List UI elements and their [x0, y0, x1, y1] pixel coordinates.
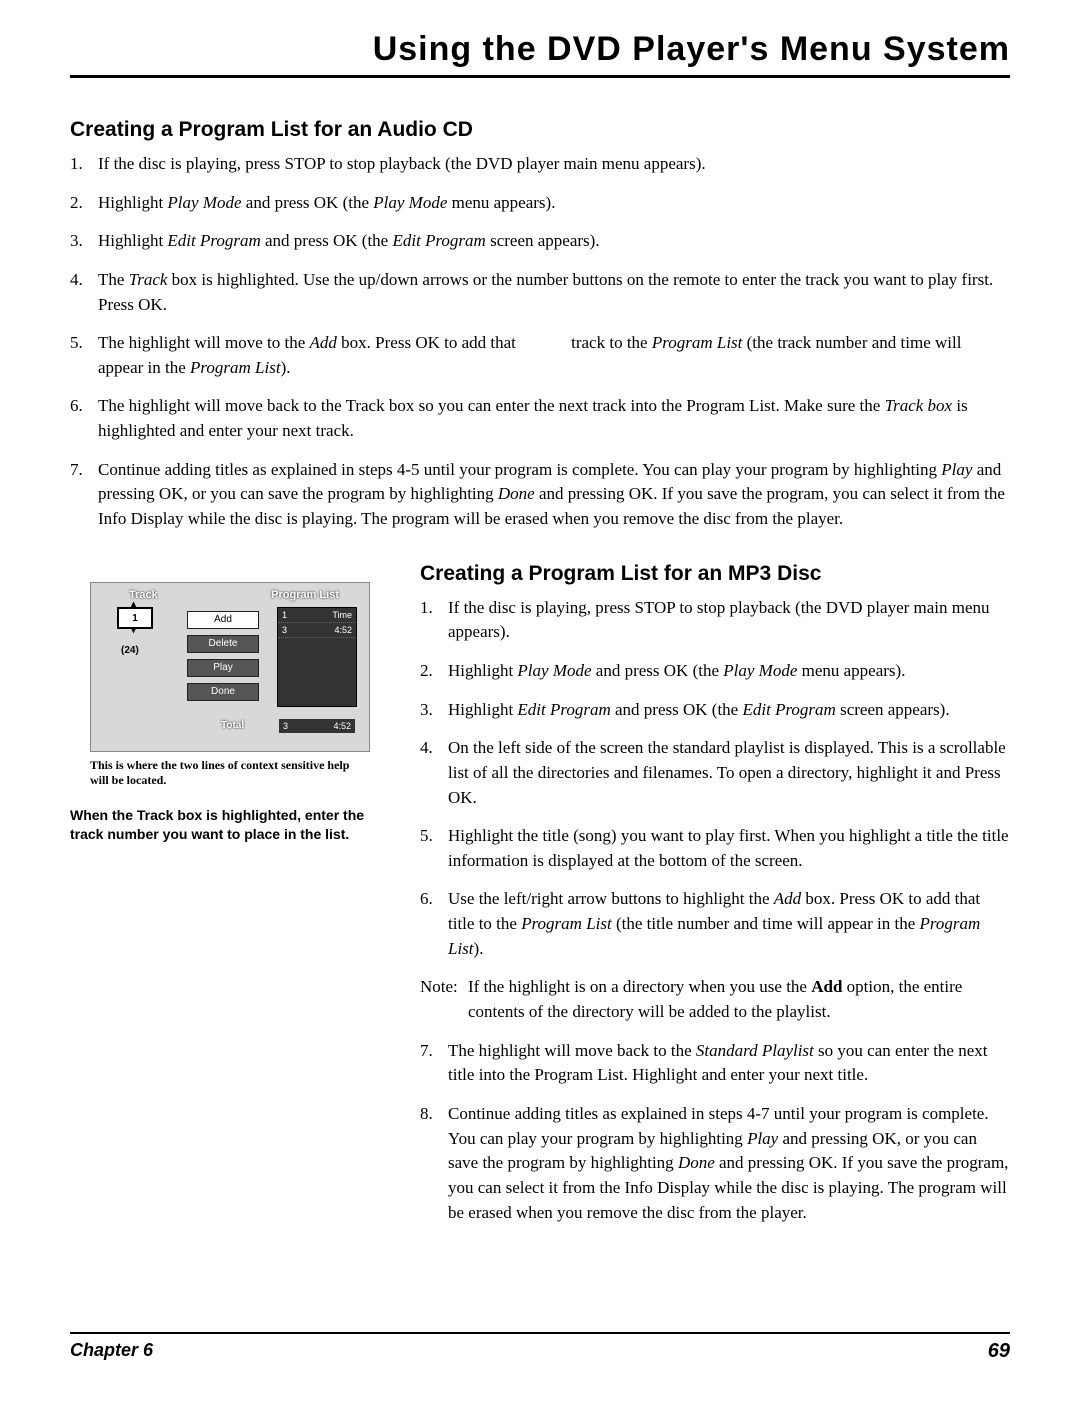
ui-track-box: 1	[117, 607, 153, 629]
list-item: 2.Highlight Play Mode and press OK (the …	[420, 659, 1010, 684]
list-item: 7.Continue adding titles as explained in…	[70, 458, 1010, 532]
list-item: 6.The highlight will move back to the Tr…	[70, 394, 1010, 443]
page-title: Using the DVD Player's Menu System	[70, 30, 1010, 78]
item-text: Highlight Play Mode and press OK (the Pl…	[448, 659, 1010, 684]
ui-total-values: 3 4:52	[279, 719, 355, 733]
list-item: 3.Highlight Edit Program and press OK (t…	[70, 229, 1010, 254]
section1-heading: Creating a Program List for an Audio CD	[70, 118, 1010, 142]
list-item: 3.Highlight Edit Program and press OK (t…	[420, 698, 1010, 723]
item-text: Highlight Play Mode and press OK (the Pl…	[98, 191, 1010, 216]
figure-ui-panel: Track Program List 1 (24) Add Delete Pla…	[90, 582, 370, 752]
item-text: Use the left/right arrow buttons to high…	[448, 887, 1010, 961]
figure-caption: When the Track box is highlighted, enter…	[70, 806, 370, 844]
ui-delete-button: Delete	[187, 635, 259, 653]
footer-chapter: Chapter 6	[70, 1340, 153, 1363]
item-text: If the disc is playing, press STOP to st…	[98, 152, 1010, 177]
proglist-row: 34:52	[278, 623, 356, 638]
item-number: 2.	[420, 659, 448, 684]
item-number: 2.	[70, 191, 98, 216]
item-text: Highlight Edit Program and press OK (the…	[448, 698, 1010, 723]
item-number: 8.	[420, 1102, 448, 1225]
item-text: The highlight will move back to the Stan…	[448, 1039, 1010, 1088]
ui-add-button: Add	[187, 611, 259, 629]
item-number: 1.	[70, 152, 98, 177]
item-number: 6.	[70, 394, 98, 443]
item-number: 1.	[420, 596, 448, 645]
list-item: 7.The highlight will move back to the St…	[420, 1039, 1010, 1088]
ui-total-n: 3	[283, 721, 288, 731]
item-number: 3.	[70, 229, 98, 254]
note-label: Note:	[420, 975, 468, 1024]
section2-list-b: 7.The highlight will move back to the St…	[420, 1039, 1010, 1225]
list-item: 1.If the disc is playing, press STOP to …	[70, 152, 1010, 177]
list-item: 5.The highlight will move to the Add box…	[70, 331, 1010, 380]
ui-done-button: Done	[187, 683, 259, 701]
item-number: 5.	[420, 824, 448, 873]
ui-play-button: Play	[187, 659, 259, 677]
item-text: On the left side of the screen the stand…	[448, 736, 1010, 810]
item-number: 7.	[420, 1039, 448, 1088]
ui-program-list: 1Time34:52	[277, 607, 357, 707]
list-item: 1.If the disc is playing, press STOP to …	[420, 596, 1010, 645]
section2-heading: Creating a Program List for an MP3 Disc	[420, 562, 1010, 586]
figure-help-text: This is where the two lines of context s…	[90, 758, 370, 788]
item-text: The highlight will move to the Add box. …	[98, 331, 1010, 380]
item-text: Highlight Edit Program and press OK (the…	[98, 229, 1010, 254]
item-text: Highlight the title (song) you want to p…	[448, 824, 1010, 873]
item-number: 3.	[420, 698, 448, 723]
item-number: 6.	[420, 887, 448, 961]
footer-page: 69	[988, 1340, 1010, 1363]
list-item: 8.Continue adding titles as explained in…	[420, 1102, 1010, 1225]
proglist-row: 1Time	[278, 608, 356, 623]
page-footer: Chapter 6 69	[70, 1332, 1010, 1363]
item-number: 4.	[420, 736, 448, 810]
list-item: 2.Highlight Play Mode and press OK (the …	[70, 191, 1010, 216]
ui-total-label: Total	[221, 720, 244, 731]
item-number: 7.	[70, 458, 98, 532]
list-item: 6.Use the left/right arrow buttons to hi…	[420, 887, 1010, 961]
item-text: The highlight will move back to the Trac…	[98, 394, 1010, 443]
list-item: 4.The Track box is highlighted. Use the …	[70, 268, 1010, 317]
list-item: 5.Highlight the title (song) you want to…	[420, 824, 1010, 873]
ui-proglist-label: Program List	[271, 589, 339, 601]
item-text: Continue adding titles as explained in s…	[98, 458, 1010, 532]
ui-track-total: (24)	[121, 645, 139, 656]
item-number: 4.	[70, 268, 98, 317]
note-text: If the highlight is on a directory when …	[468, 975, 1010, 1024]
section1-list: 1.If the disc is playing, press STOP to …	[70, 152, 1010, 532]
item-text: The Track box is highlighted. Use the up…	[98, 268, 1010, 317]
section2-list-a: 1.If the disc is playing, press STOP to …	[420, 596, 1010, 962]
item-text: Continue adding titles as explained in s…	[448, 1102, 1010, 1225]
program-list-figure: Track Program List 1 (24) Add Delete Pla…	[70, 582, 390, 844]
item-text: If the disc is playing, press STOP to st…	[448, 596, 1010, 645]
section2-note: Note: If the highlight is on a directory…	[420, 975, 1010, 1024]
item-number: 5.	[70, 331, 98, 380]
ui-total-t: 4:52	[333, 721, 351, 731]
list-item: 4.On the left side of the screen the sta…	[420, 736, 1010, 810]
